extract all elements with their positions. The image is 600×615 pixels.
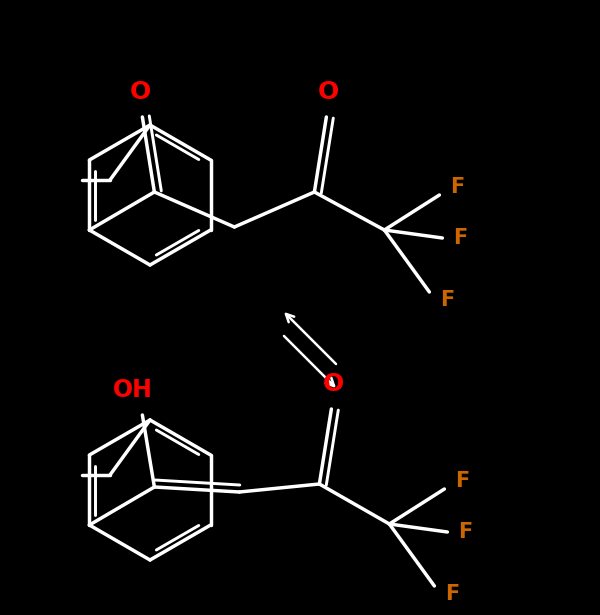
- Text: O: O: [130, 80, 151, 104]
- Text: F: F: [455, 471, 470, 491]
- Text: F: F: [440, 290, 455, 310]
- Text: OH: OH: [112, 378, 152, 402]
- Text: O: O: [318, 80, 339, 104]
- Text: O: O: [323, 372, 344, 396]
- Text: F: F: [445, 584, 460, 604]
- Text: F: F: [453, 228, 467, 248]
- Text: F: F: [450, 177, 464, 197]
- Text: F: F: [458, 522, 473, 542]
